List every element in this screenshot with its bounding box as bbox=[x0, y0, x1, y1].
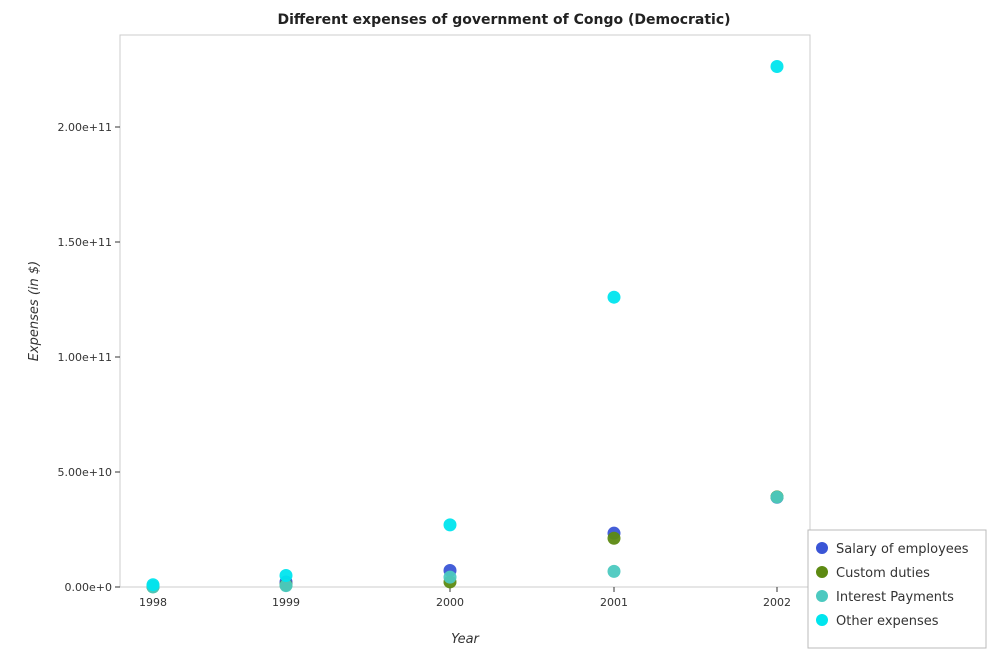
data-point-other-expenses bbox=[443, 518, 457, 532]
chart-title: Different expenses of government of Cong… bbox=[277, 12, 730, 28]
x-tick-label: 1998 bbox=[139, 596, 167, 609]
legend-marker bbox=[816, 542, 828, 554]
data-point-other-expenses bbox=[770, 60, 784, 74]
x-tick-label: 2001 bbox=[600, 596, 628, 609]
legend-marker bbox=[816, 590, 828, 602]
data-points bbox=[146, 60, 784, 594]
data-point-interest-payments bbox=[607, 564, 621, 578]
legend-label: Interest Payments bbox=[836, 590, 954, 605]
data-point-custom-duties bbox=[607, 531, 621, 545]
data-point-other-expenses bbox=[279, 569, 293, 582]
legend-label: Other expenses bbox=[836, 614, 939, 629]
data-point-interest-payments bbox=[279, 579, 293, 593]
y-tick-label: 1.00e+11 bbox=[58, 351, 112, 364]
y-axis-ticks: 0.00e+0 5.00e+10 1.00e+11 1.50e+11 2.00e+11 bbox=[58, 121, 120, 594]
legend: Salary of employees Custom duties Interest… bbox=[807, 529, 987, 649]
plot-area bbox=[119, 34, 811, 588]
y-tick-label: 1.50e+11 bbox=[58, 236, 112, 249]
data-point-other-expenses bbox=[146, 578, 160, 592]
x-axis-label: Year bbox=[451, 632, 480, 647]
y-tick-label: 5.00e+10 bbox=[58, 466, 112, 479]
x-tick-label: 2002 bbox=[763, 596, 791, 609]
y-axis-label: Expenses (in $) bbox=[27, 261, 42, 361]
y-tick-label: 2.00e+11 bbox=[58, 121, 112, 134]
data-point-other-expenses bbox=[607, 290, 621, 304]
x-axis-ticks: 1998 1999 2000 2001 2002 bbox=[139, 587, 791, 609]
legend-marker bbox=[816, 614, 828, 626]
x-tick-label: 2000 bbox=[436, 596, 464, 609]
x-tick-label: 1999 bbox=[272, 596, 300, 609]
data-point-interest-payments bbox=[770, 490, 784, 504]
y-tick-label: 0.00e+0 bbox=[65, 581, 112, 594]
legend-box bbox=[807, 529, 987, 649]
legend-label: Salary of employees bbox=[836, 542, 969, 557]
data-point-interest-payments bbox=[443, 570, 457, 584]
legend-marker bbox=[816, 566, 828, 578]
legend-label: Custom duties bbox=[836, 566, 930, 581]
